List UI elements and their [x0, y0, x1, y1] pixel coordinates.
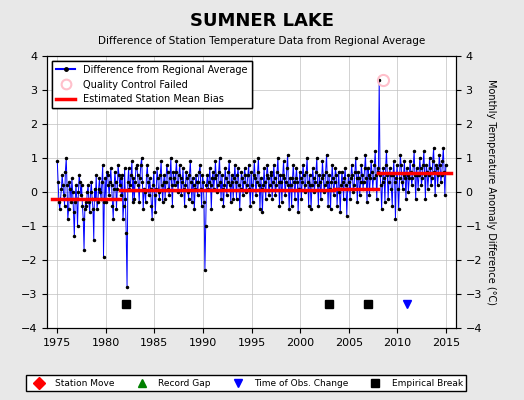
Legend: Station Move, Record Gap, Time of Obs. Change, Empirical Break: Station Move, Record Gap, Time of Obs. C… [26, 375, 466, 392]
Text: SUMNER LAKE: SUMNER LAKE [190, 12, 334, 30]
Legend: Difference from Regional Average, Quality Control Failed, Estimated Station Mean: Difference from Regional Average, Qualit… [52, 61, 252, 108]
Text: Difference of Station Temperature Data from Regional Average: Difference of Station Temperature Data f… [99, 36, 425, 46]
Text: Berkeley Earth: Berkeley Earth [389, 378, 461, 388]
Y-axis label: Monthly Temperature Anomaly Difference (°C): Monthly Temperature Anomaly Difference (… [486, 79, 496, 305]
